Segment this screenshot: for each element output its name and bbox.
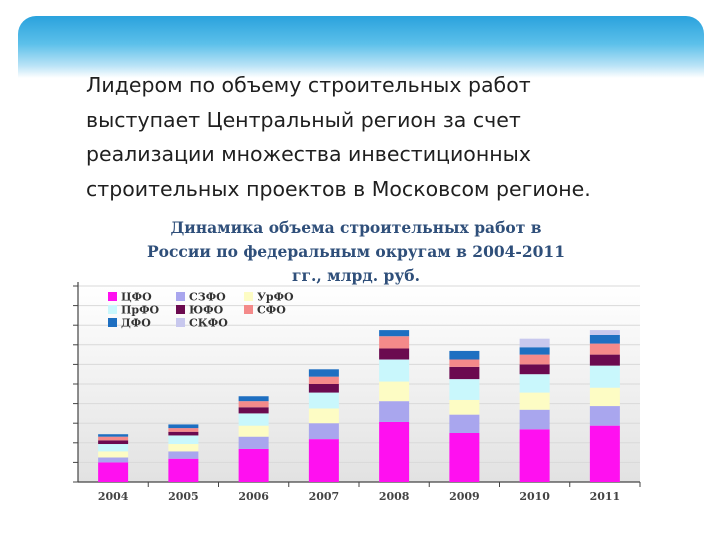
bar-segment: [98, 451, 129, 458]
bar-segment: [168, 458, 199, 482]
bar-segment: [238, 413, 269, 426]
chart-title-line: гг., млрд. руб.: [291, 266, 421, 285]
legend-swatch: [176, 292, 185, 301]
x-tick-label: 2007: [309, 490, 340, 503]
x-tick-label: 2004: [98, 490, 129, 503]
bar-segment: [519, 354, 550, 365]
chart-title-line: Динамика объема строительных работ в: [170, 218, 542, 237]
slide-text-line: выступает Центральный регион за счет: [86, 107, 521, 132]
bar-segment: [449, 433, 480, 482]
bar-segment: [308, 369, 339, 377]
bar-segment: [379, 336, 410, 349]
bar-segment: [589, 354, 620, 366]
bar-segment: [98, 440, 129, 445]
slide-text: Лидером по объему строительных работ выс…: [86, 68, 686, 206]
bar-segment: [238, 436, 269, 449]
bar-segment: [589, 406, 620, 426]
legend-label: ЦФО: [121, 291, 152, 304]
bar-segment: [168, 424, 199, 429]
bar-segment: [168, 428, 199, 432]
bar-segment: [589, 330, 620, 335]
slide-text-line: строительных проектов в Московсом регион…: [86, 176, 591, 201]
bar-segment: [449, 350, 480, 360]
x-tick-label: 2008: [379, 490, 410, 503]
legend-swatch: [244, 305, 253, 314]
bar-segment: [308, 384, 339, 393]
bar-segment: [238, 448, 269, 482]
bar-segment: [449, 359, 480, 367]
bar-segment: [379, 359, 410, 382]
bar-segment: [308, 423, 339, 440]
bar-segment: [519, 374, 550, 393]
bar-segment: [379, 401, 410, 422]
slide-text-line: реализации множества инвестиционных: [86, 142, 531, 166]
bar-segment: [308, 392, 339, 409]
chart-title-line: России по федеральным округам в 2004-201…: [146, 242, 565, 261]
bar-segment: [308, 439, 339, 482]
legend-swatch: [176, 305, 185, 314]
legend-label: ЮФО: [189, 304, 224, 317]
bar-segment: [308, 376, 339, 384]
bar-segment: [449, 379, 480, 400]
bar-segment: [589, 365, 620, 388]
legend-label: СКФО: [189, 317, 228, 330]
legend-label: УрФО: [257, 291, 294, 304]
bar-segment: [98, 462, 129, 482]
bar-segment: [589, 387, 620, 407]
legend-swatch: [108, 305, 117, 314]
legend-swatch: [108, 292, 117, 301]
bar-segment: [589, 343, 620, 355]
bar-segment: [379, 381, 410, 402]
bar-segment: [98, 436, 129, 441]
legend-label: ПрФО: [121, 304, 160, 317]
bar-segment: [168, 444, 199, 452]
bar-segment: [519, 429, 550, 482]
x-tick-label: 2009: [449, 490, 480, 503]
chart-title: Динамика объема строительных работ в Рос…: [126, 216, 586, 288]
bar-segment: [589, 425, 620, 482]
x-tick-label: 2010: [519, 490, 550, 503]
x-tick-label: 2005: [168, 490, 199, 503]
bar-segment: [98, 457, 129, 463]
legend-label: СЗФО: [189, 291, 226, 304]
x-tick-label: 2006: [238, 490, 269, 503]
bar-segment: [379, 330, 410, 337]
bar-segment: [519, 409, 550, 430]
bar-segment: [168, 435, 199, 445]
bar-segment: [238, 425, 269, 437]
bar-segment: [98, 434, 129, 437]
bar-segment: [519, 392, 550, 410]
bar-segment: [519, 364, 550, 375]
bar-segment: [168, 431, 199, 436]
bar-segment: [308, 408, 339, 424]
bar-segment: [519, 347, 550, 355]
bar-segment: [589, 335, 620, 344]
bar-segment: [379, 421, 410, 482]
bar-segment: [238, 401, 269, 408]
bar-segment: [449, 414, 480, 433]
legend-label: ДФО: [121, 317, 151, 330]
legend-swatch: [176, 318, 185, 327]
header-band: [18, 16, 704, 78]
bar-segment: [98, 444, 129, 452]
x-tick-label: 2011: [590, 490, 621, 503]
bar-segment: [238, 407, 269, 414]
bar-segment: [168, 451, 199, 459]
legend-swatch: [244, 292, 253, 301]
bar-segment: [519, 338, 550, 348]
legend-swatch: [108, 318, 117, 327]
slide-text-line: Лидером по объему строительных работ: [86, 73, 531, 97]
bar-segment: [379, 348, 410, 360]
bar-segment: [449, 399, 480, 415]
bar-segment: [238, 396, 269, 402]
bar-segment: [449, 366, 480, 380]
legend-label: СФО: [257, 304, 286, 317]
